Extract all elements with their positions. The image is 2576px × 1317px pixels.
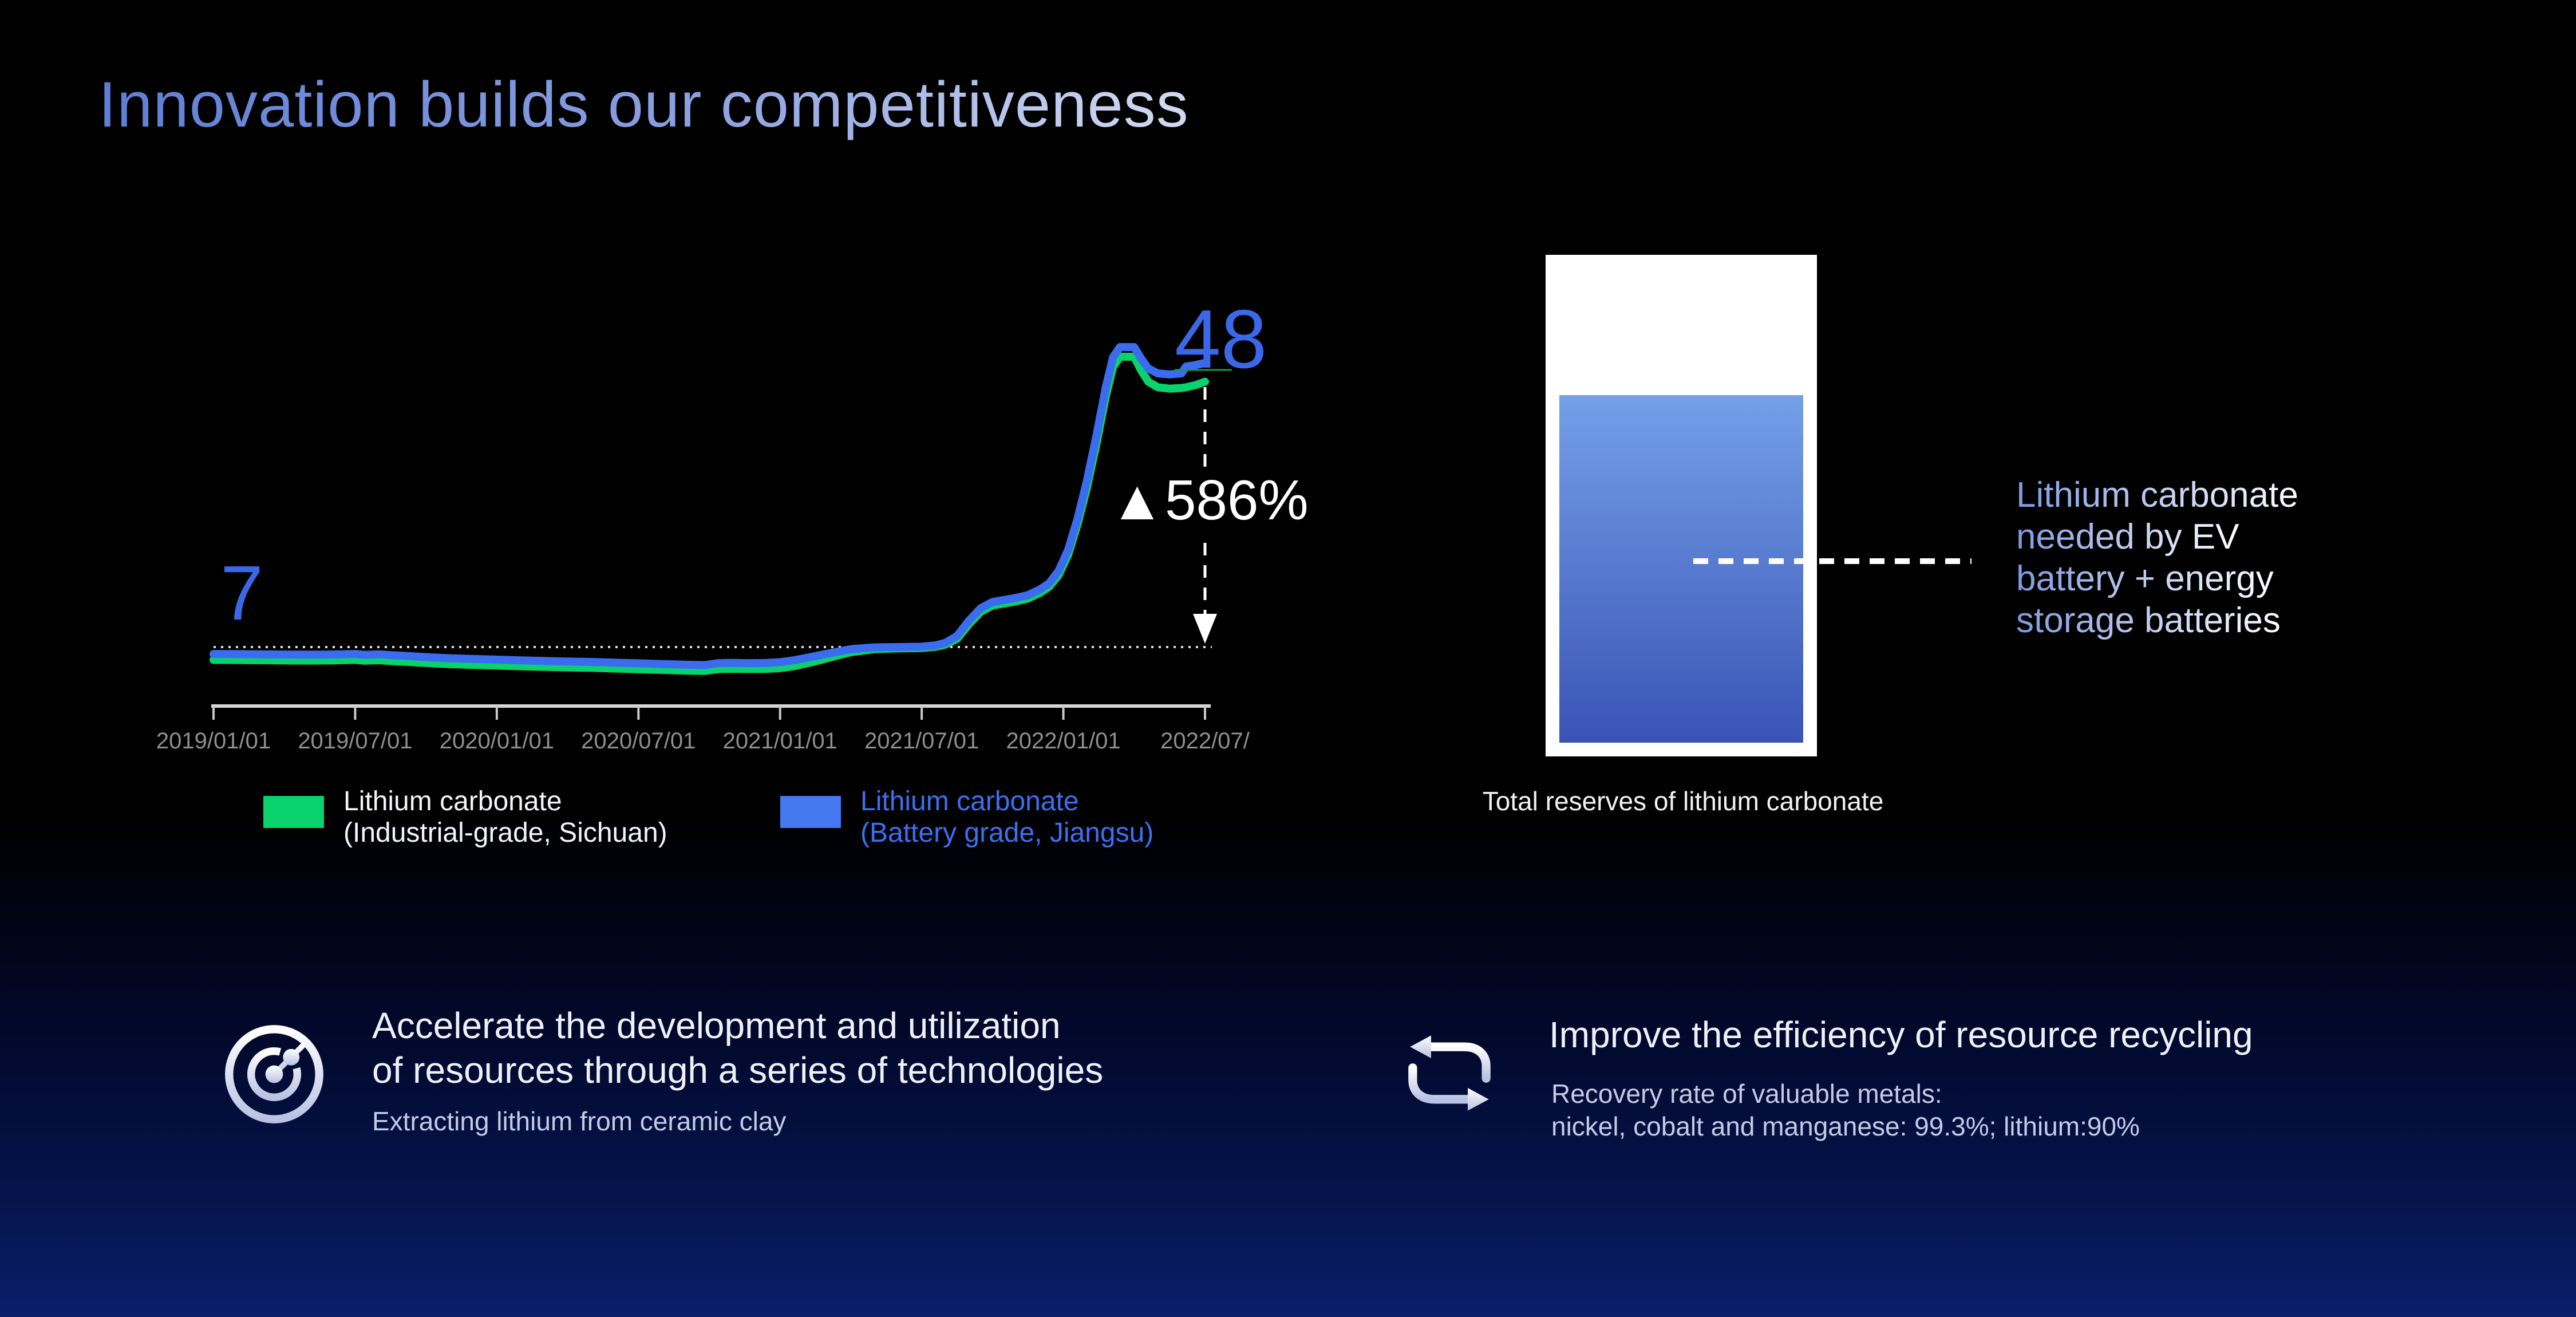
initiative-right-title: Improve the efficiency of resource recyc… [1549, 1014, 2253, 1055]
chart-change-annotation: ▲586% [1109, 468, 1309, 531]
initiative-left-title: Accelerate the development and utilizati… [372, 1003, 1103, 1093]
initiative-right-subtitle: Recovery rate of valuable metals: nickel… [1551, 1078, 2140, 1143]
x-tick-label: 2021/07/01 [864, 728, 979, 754]
initiative-right-subtitle-line2: nickel, cobalt and manganese: 99.3%; lit… [1551, 1111, 2140, 1141]
x-tick-label: 2020/01/01 [440, 728, 554, 754]
reserves-annotation-line: needed by EV [2016, 517, 2239, 557]
chart-start-value-label: 7 [220, 550, 264, 636]
initiative-left-title-line2: of resources through a series of technol… [372, 1050, 1104, 1091]
reserves-dashed-connector [1693, 558, 1971, 564]
legend-swatch-green [263, 796, 324, 828]
legend-label-line1: Lithium carbonate [343, 786, 562, 817]
chart-end-value-label: 48 [1175, 293, 1267, 385]
change-arrow-head [1193, 614, 1217, 644]
x-tick-label: 2022/01/01 [1006, 728, 1120, 754]
legend-label-line2: (Industrial-grade, Sichuan) [343, 818, 667, 848]
legend-label-line1: Lithium carbonate [860, 786, 1079, 817]
legend-label-battery-grade: Lithium carbonate (Battery grade, Jiangs… [860, 786, 1153, 849]
legend-label-line2: (Battery grade, Jiangsu) [860, 818, 1154, 848]
reserves-container [1546, 255, 1817, 756]
page-title: Innovation builds our competitiveness [98, 69, 1189, 140]
reserves-annotation: Lithium carbonate needed by EV battery +… [2016, 474, 2298, 641]
initiative-right-subtitle-line1: Recovery rate of valuable metals: [1551, 1079, 1942, 1109]
series-line-battery-grade [210, 343, 1209, 669]
x-tick-label: 2021/01/01 [723, 728, 837, 754]
legend-item-battery-grade: Lithium carbonate (Battery grade, Jiangs… [780, 786, 1153, 849]
legend-label-industrial-grade: Lithium carbonate (Industrial-grade, Sic… [343, 786, 667, 849]
series-line-industrial-grade [210, 353, 1209, 675]
x-tick-label: 2022/07/ [1160, 728, 1250, 754]
initiative-left-subtitle: Extracting lithium from ceramic clay [372, 1106, 787, 1136]
reserves-fill-bar [1559, 395, 1803, 743]
legend-item-industrial-grade: Lithium carbonate (Industrial-grade, Sic… [263, 786, 667, 849]
reserves-caption: Total reserves of lithium carbonate [1482, 786, 1884, 816]
reserves-annotation-line: storage batteries [2016, 601, 2281, 640]
legend-swatch-blue [780, 796, 841, 828]
x-tick-label: 2019/07/01 [298, 728, 412, 754]
x-tick-label: 2019/01/01 [156, 728, 271, 754]
reserves-annotation-line: battery + energy [2016, 559, 2274, 598]
reserves-annotation-line: Lithium carbonate [2016, 475, 2298, 515]
x-tick-label: 2020/07/01 [581, 728, 696, 754]
initiative-left-title-line1: Accelerate the development and utilizati… [372, 1005, 1061, 1046]
